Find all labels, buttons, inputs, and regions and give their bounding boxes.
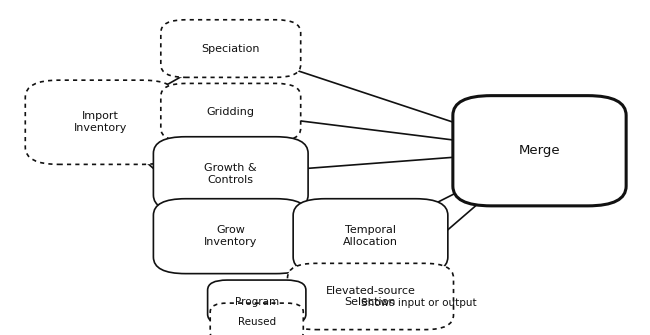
FancyBboxPatch shape [161,20,301,77]
Text: Elevated-source
Selection: Elevated-source Selection [326,286,415,307]
FancyBboxPatch shape [25,80,176,164]
FancyBboxPatch shape [161,83,301,141]
Text: Import
Inventory: Import Inventory [74,112,127,133]
Text: Merge: Merge [519,144,560,157]
FancyBboxPatch shape [293,199,448,274]
Text: Gridding: Gridding [207,107,255,117]
FancyBboxPatch shape [453,95,626,206]
Text: Program: Program [235,297,279,307]
FancyBboxPatch shape [207,280,306,324]
Text: Temporal
Allocation: Temporal Allocation [343,225,398,247]
FancyBboxPatch shape [210,303,304,335]
Text: Grow
Inventory: Grow Inventory [204,225,257,247]
FancyBboxPatch shape [153,199,308,274]
Text: Shows input or output: Shows input or output [361,298,476,308]
Text: Reused: Reused [238,317,276,327]
FancyBboxPatch shape [153,137,308,212]
Text: Speciation: Speciation [202,44,260,54]
FancyBboxPatch shape [287,263,454,330]
Text: Growth &
Controls: Growth & Controls [205,163,257,185]
